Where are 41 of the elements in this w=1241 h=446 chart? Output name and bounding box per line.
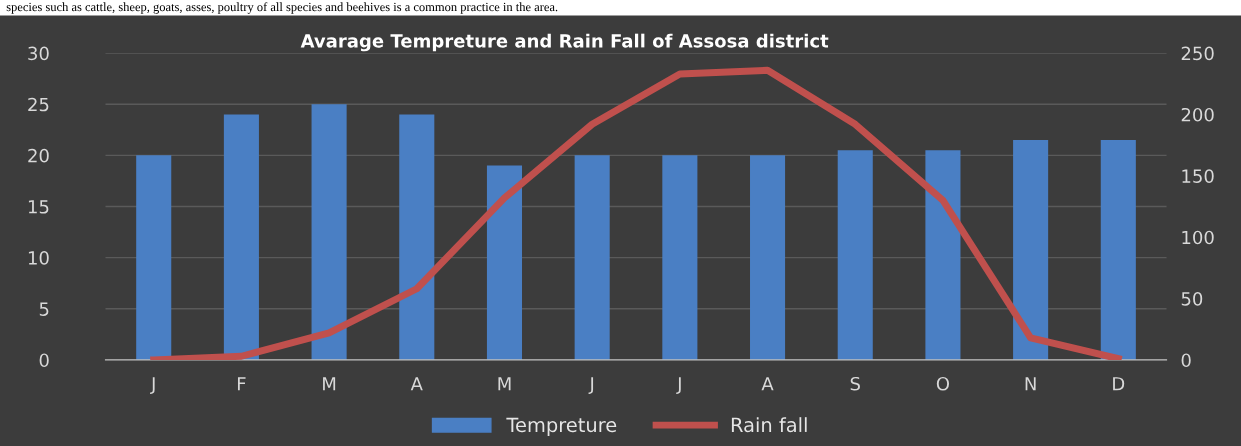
y2-tick-label: 50 xyxy=(1181,292,1203,306)
x-tick-label: O xyxy=(936,376,950,391)
bar xyxy=(136,155,172,360)
y-tick-label: 25 xyxy=(28,97,49,112)
x-tick-label: J xyxy=(676,377,681,394)
bar xyxy=(223,114,259,360)
bar xyxy=(486,165,523,360)
x-tick-label: A xyxy=(410,377,423,391)
bar xyxy=(837,150,873,360)
x-tick-label: J xyxy=(150,377,155,394)
text: species such as cattle, sheep, goats, asses, poultry of all species and beehives is a common practice in the area. xyxy=(6,2,558,14)
bar xyxy=(311,104,347,360)
x-tick-label: M xyxy=(498,377,511,391)
x-tick-label: D xyxy=(1113,377,1125,391)
y2-tick-label: 250 xyxy=(1181,46,1214,61)
y-tick-label: 30 xyxy=(28,46,49,61)
x-tick-label: S xyxy=(850,376,860,391)
legend-label: Tempreture xyxy=(506,417,617,436)
chart-title: Avarage Tempreture and Rain Fall of Assosa district xyxy=(300,33,829,52)
x-tick-label: N xyxy=(1025,377,1036,391)
bar xyxy=(1013,140,1049,360)
x-tick-label: J xyxy=(588,377,594,394)
y2-tick-label: 200 xyxy=(1181,107,1214,122)
legend-label: Rain fall xyxy=(731,417,807,433)
y-tick-label: 5 xyxy=(39,302,49,316)
x-tick-label: F xyxy=(237,377,246,391)
y-tick-label: 10 xyxy=(28,251,49,265)
y-tick-label: 0 xyxy=(39,353,49,368)
bar xyxy=(750,155,786,360)
y-tick-label: 20 xyxy=(28,148,49,163)
x-tick-label: M xyxy=(323,377,336,391)
bar xyxy=(399,114,435,360)
x-tick-label: A xyxy=(761,377,774,391)
y-tick-label: 15 xyxy=(28,200,49,214)
bar xyxy=(925,150,961,360)
y2-tick-label: 150 xyxy=(1182,169,1214,183)
bar xyxy=(574,155,610,360)
y2-tick-label: 0 xyxy=(1181,353,1191,368)
y2-tick-label: 100 xyxy=(1182,230,1214,245)
bar xyxy=(1100,140,1136,360)
bar xyxy=(662,155,698,360)
